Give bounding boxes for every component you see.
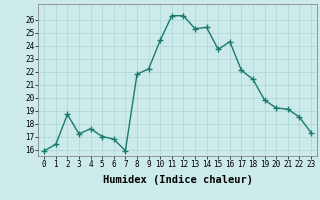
X-axis label: Humidex (Indice chaleur): Humidex (Indice chaleur) <box>103 175 252 185</box>
